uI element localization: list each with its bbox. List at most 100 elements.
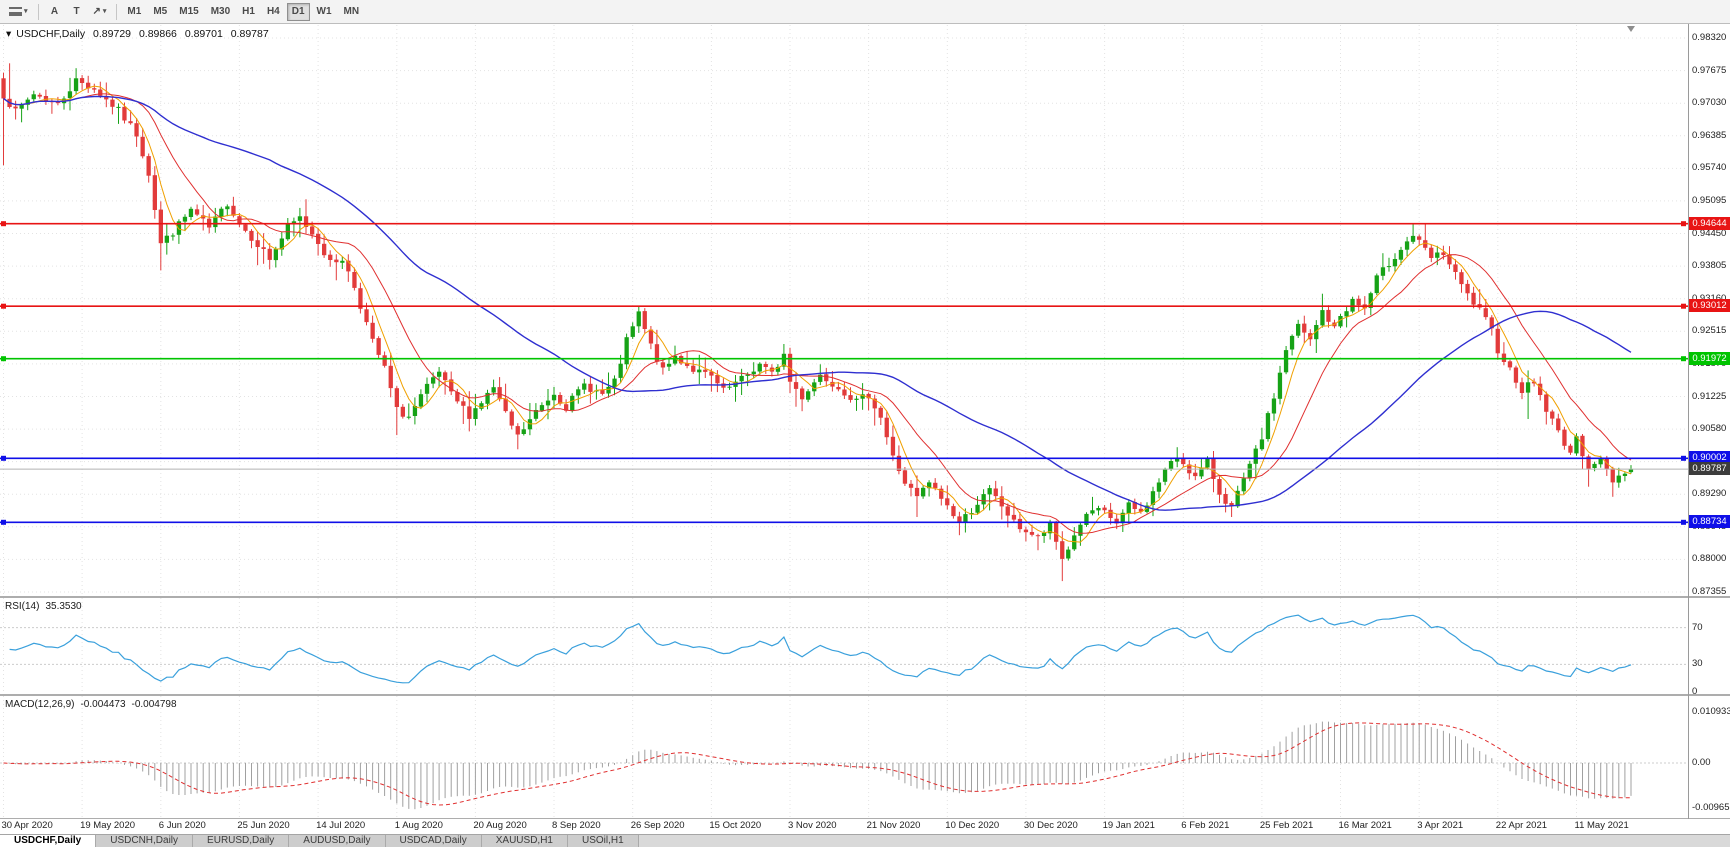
price-axis-label: 0.95095 <box>1692 194 1727 206</box>
current-price-tag: 0.89787 <box>1689 462 1730 476</box>
date-axis-label: 30 Dec 2020 <box>1023 820 1078 831</box>
date-axis[interactable]: 30 Apr 2020 19 May 2020 6 Jun 2020 25 Jun 2… <box>0 819 1730 833</box>
macd-signal-value: -0.004798 <box>131 699 177 710</box>
tab-eurusd-daily[interactable]: EURUSD,Daily <box>193 835 290 847</box>
text-tool-button[interactable]: T <box>73 6 80 17</box>
timeframe-button-m15[interactable]: M15 <box>179 6 199 17</box>
toolbar-separator <box>116 3 118 20</box>
date-axis-label: 8 Sep 2020 <box>552 820 601 831</box>
chart-shift-marker-icon[interactable] <box>1627 26 1635 32</box>
panel-separator <box>0 818 1730 819</box>
price-axis-label: 0.98320 <box>1692 32 1727 43</box>
rsi-indicator-label: RSI(14) 35.3530 <box>5 601 88 612</box>
date-axis-label: 25 Feb 2021 <box>1259 820 1314 831</box>
date-axis-label: 15 Oct 2020 <box>709 820 762 831</box>
date-axis-label: 26 Sep 2020 <box>630 820 685 831</box>
price-axis-label: 0.93805 <box>1692 260 1727 272</box>
dropdown-caret-icon: ▾ <box>102 8 107 15</box>
price-axis-label: 0.94450 <box>1692 227 1727 239</box>
date-axis-label: 6 Jun 2020 <box>158 820 206 831</box>
price-axis-label: 0.88000 <box>1692 553 1727 565</box>
symbol-ohlc-line: ▾ USDCHF,Daily 0.89729 0.89866 0.89701 0.… <box>6 28 274 40</box>
rsi-name: RSI(14) <box>5 601 40 612</box>
price-axis-label: 0.89290 <box>1692 488 1727 500</box>
tab-audusd-daily[interactable]: AUDUSD,Daily <box>289 835 386 847</box>
rsi-axis-label: 70 <box>1692 621 1703 633</box>
chart-title: USDCHF,Daily <box>16 28 86 40</box>
close-value: 0.89787 <box>230 28 269 40</box>
chart-canvas[interactable] <box>0 0 1688 824</box>
timeframe-button-d1[interactable]: D1 <box>286 2 310 21</box>
cursor-tool-button[interactable]: A <box>50 6 59 17</box>
high-value: 0.89866 <box>138 28 177 40</box>
rsi-axis-label: 0 <box>1692 686 1698 697</box>
timeframe-button-mn[interactable]: MN <box>343 6 360 17</box>
timeframe-buttons-group: M1 M5 M15 M30 H1 H4 D1 W1 MN <box>122 2 364 21</box>
price-axis-label: 0.97675 <box>1692 64 1727 76</box>
menu-icon <box>9 7 22 16</box>
chart-menu-button[interactable]: ▾ <box>4 3 33 21</box>
price-axis-label: 0.91225 <box>1692 390 1727 402</box>
price-level-tag: 0.93012 <box>1689 299 1730 313</box>
price-axis-border <box>1688 24 1689 819</box>
tab-usdcad-daily[interactable]: USDCAD,Daily <box>385 835 482 847</box>
timeframe-button-m30[interactable]: M30 <box>210 6 231 17</box>
date-axis-label: 3 Apr 2021 <box>1417 820 1464 831</box>
panel-separator[interactable] <box>0 596 1730 598</box>
tab-usoil-h1[interactable]: USOil,H1 <box>568 835 639 847</box>
low-value: 0.89701 <box>184 28 223 40</box>
timeframe-button-w1[interactable]: W1 <box>316 6 332 17</box>
symbol-dropdown-icon[interactable]: ▾ <box>6 28 12 40</box>
date-axis-label: 1 Aug 2020 <box>394 820 443 831</box>
price-axis-label: 0.87355 <box>1692 586 1727 597</box>
date-axis-label: 11 May 2021 <box>1574 820 1629 831</box>
date-axis-label: 10 Dec 2020 <box>945 820 1000 831</box>
toolbar-separator <box>37 3 39 20</box>
drawing-tools-group: A T ↗ ▾ <box>44 3 112 21</box>
price-axis-label: 0.93160 <box>1692 292 1727 304</box>
price-axis-label: 0.92515 <box>1692 325 1727 337</box>
date-axis-label: 30 Apr 2020 <box>1 820 53 831</box>
macd-name: MACD(12,26,9) <box>5 699 75 710</box>
date-axis-label: 19 Jan 2021 <box>1102 820 1155 831</box>
panel-separator[interactable] <box>0 694 1730 696</box>
date-axis-label: 20 Aug 2020 <box>473 820 527 831</box>
date-axis-label: 22 Apr 2021 <box>1495 820 1548 831</box>
tab-usdchf-daily[interactable]: USDCHF,Daily <box>0 835 97 847</box>
date-axis-label: 16 Mar 2021 <box>1338 820 1392 831</box>
date-axis-label: 3 Nov 2020 <box>788 820 837 831</box>
draw-line-tool-button[interactable]: ↗ ▾ <box>92 6 107 17</box>
dropdown-caret-icon: ▾ <box>24 8 28 15</box>
timeframe-button-m5[interactable]: M5 <box>153 6 168 17</box>
open-value: 0.89729 <box>93 28 132 40</box>
price-axis-label: 0.90580 <box>1692 423 1727 435</box>
price-axis-label: 0.96385 <box>1692 129 1727 141</box>
date-axis-label: 6 Feb 2021 <box>1181 820 1230 831</box>
rsi-axis-label: 30 <box>1692 658 1703 670</box>
tab-xauusd-h1[interactable]: XAUUSD,H1 <box>481 835 568 847</box>
price-axis[interactable]: 0.98320 0.97675 0.97030 0.96385 0.95740 0.950… <box>1689 24 1730 819</box>
timeframe-button-m1[interactable]: M1 <box>127 6 142 17</box>
date-axis-label: 21 Nov 2020 <box>866 820 921 831</box>
tab-usdcnh-daily[interactable]: USDCNH,Daily <box>96 835 194 847</box>
macd-axis-label: -0.009653 <box>1692 802 1730 813</box>
chart-tab-bar: USDCHF,Daily USDCNH,Daily EURUSD,Daily AUDU… <box>0 834 1730 847</box>
macd-indicator-label: MACD(12,26,9) -0.004473 -0.004798 <box>5 699 183 710</box>
price-level-tag: 0.94644 <box>1689 216 1730 230</box>
price-level-tag: 0.91972 <box>1689 351 1730 365</box>
timeframe-button-h4[interactable]: H4 <box>266 6 280 17</box>
top-toolbar: ▾ A T ↗ ▾ M1 M5 M15 M30 H1 H4 D1 W1 MN <box>0 0 1730 24</box>
price-axis-label: 0.95740 <box>1692 162 1727 174</box>
macd-axis-label: 0.00 <box>1692 757 1711 768</box>
macd-axis-label: 0.010933 <box>1692 706 1730 717</box>
date-axis-label: 19 May 2020 <box>80 820 136 831</box>
date-axis-label: 25 Jun 2020 <box>237 820 290 831</box>
date-axis-label: 14 Jul 2020 <box>316 820 366 831</box>
price-level-tag: 0.88734 <box>1689 515 1730 529</box>
macd-main-value: -0.004473 <box>80 699 126 710</box>
timeframe-button-h1[interactable]: H1 <box>242 6 255 17</box>
price-axis-label: 0.97030 <box>1692 97 1727 109</box>
rsi-value: 35.3530 <box>45 601 82 612</box>
price-level-tag: 0.90002 <box>1689 451 1730 465</box>
